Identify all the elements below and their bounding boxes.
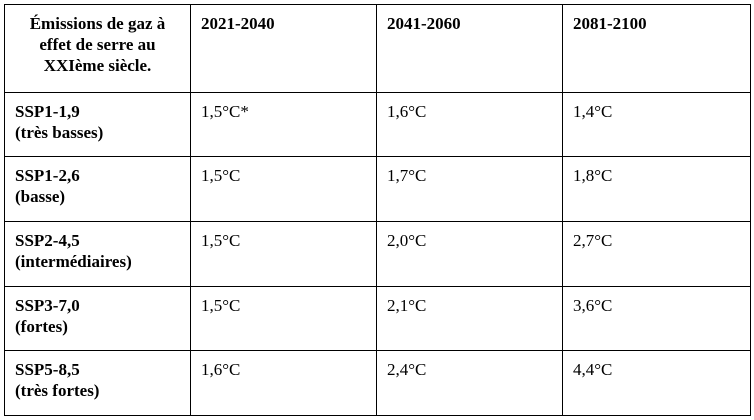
cell-value: 1,7°C <box>376 156 563 222</box>
cell-value: 2,0°C <box>376 221 563 287</box>
cell-value: 3,6°C <box>562 286 751 351</box>
cell-value: 1,5°C <box>190 156 377 222</box>
cell-value: 2,4°C <box>376 350 563 416</box>
scenario-level: (très fortes) <box>15 381 100 400</box>
header-label-line: Émissions de gaz à <box>29 14 166 33</box>
row-label: SSP5-8,5 (très fortes) <box>4 350 191 416</box>
header-row: Émissions de gaz à effet de serre au XXI… <box>4 4 751 93</box>
header-scenario-label: Émissions de gaz à effet de serre au XXI… <box>4 4 191 93</box>
scenario-name: SSP2-4,5 <box>15 231 80 250</box>
row-label: SSP1-1,9 (très basses) <box>4 92 191 157</box>
row-label: SSP1-2,6 (basse) <box>4 156 191 222</box>
cell-value: 1,4°C <box>562 92 751 157</box>
table-row: SSP5-8,5 (très fortes) 1,6°C 2,4°C 4,4°C <box>4 350 751 416</box>
cell-value: 1,5°C* <box>190 92 377 157</box>
emissions-table: Émissions de gaz à effet de serre au XXI… <box>4 4 751 416</box>
cell-value: 1,6°C <box>376 92 563 157</box>
scenario-name: SSP5-8,5 <box>15 360 80 379</box>
column-header-2021-2040: 2021-2040 <box>190 4 377 93</box>
row-label: SSP2-4,5 (intermédiaires) <box>4 221 191 287</box>
header-label-line: effet de serre au <box>39 35 156 54</box>
header-label-line: XXIème siècle. <box>43 56 152 75</box>
scenario-name: SSP3-7,0 <box>15 296 80 315</box>
column-header-2081-2100: 2081-2100 <box>562 4 751 93</box>
scenario-level: (intermédiaires) <box>15 252 132 271</box>
cell-value: 1,5°C <box>190 221 377 287</box>
column-header-2041-2060: 2041-2060 <box>376 4 563 93</box>
cell-value: 1,8°C <box>562 156 751 222</box>
cell-value: 1,6°C <box>190 350 377 416</box>
table-row: SSP1-2,6 (basse) 1,5°C 1,7°C 1,8°C <box>4 156 751 222</box>
table-row: SSP1-1,9 (très basses) 1,5°C* 1,6°C 1,4°… <box>4 92 751 157</box>
cell-value: 4,4°C <box>562 350 751 416</box>
cell-value: 2,7°C <box>562 221 751 287</box>
scenario-name: SSP1-1,9 <box>15 102 80 121</box>
table-row: SSP2-4,5 (intermédiaires) 1,5°C 2,0°C 2,… <box>4 221 751 287</box>
scenario-name: SSP1-2,6 <box>15 166 80 185</box>
cell-value: 1,5°C <box>190 286 377 351</box>
scenario-level: (basse) <box>15 187 66 206</box>
table-row: SSP3-7,0 (fortes) 1,5°C 2,1°C 3,6°C <box>4 286 751 351</box>
scenario-level: (fortes) <box>15 317 68 336</box>
scenario-level: (très basses) <box>15 123 104 142</box>
cell-value: 2,1°C <box>376 286 563 351</box>
row-label: SSP3-7,0 (fortes) <box>4 286 191 351</box>
